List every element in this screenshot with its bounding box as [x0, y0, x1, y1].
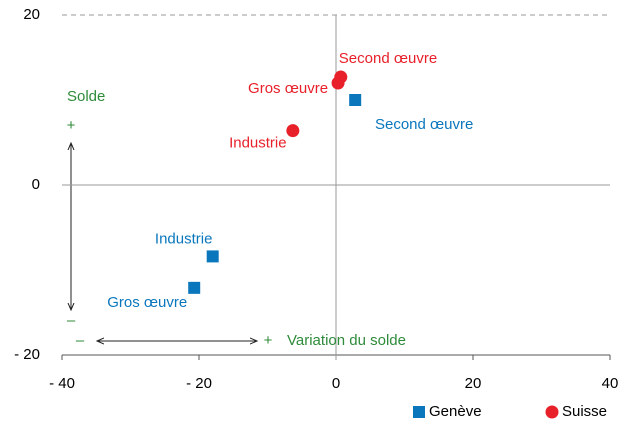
annotation: –: [67, 312, 76, 329]
x-tick-label: - 20: [186, 375, 212, 392]
legend-marker: [413, 406, 425, 418]
point: [349, 94, 362, 106]
point: [188, 281, 201, 294]
x-tick-label: 40: [602, 375, 619, 392]
x-tick-label: 20: [465, 375, 482, 392]
point-label: Industrie: [229, 135, 287, 152]
point-label: Gros œuvre: [107, 294, 187, 311]
point-label: Industrie: [155, 230, 213, 247]
legend-marker: [545, 405, 559, 419]
point-label: Second œuvre: [375, 116, 473, 133]
x-tick-label: 0: [332, 375, 340, 392]
x-tick-label: - 40: [49, 375, 75, 392]
annotation: Solde: [67, 88, 105, 105]
annotation: +: [264, 332, 273, 349]
point-label: Gros œuvre: [248, 80, 328, 97]
y-tick-label: 0: [32, 176, 40, 193]
legend-label: Genève: [429, 403, 482, 420]
y-tick-label: 20: [23, 6, 40, 23]
point: [286, 124, 300, 138]
y-tick-label: - 20: [14, 346, 40, 363]
annotation: Variation du solde: [287, 332, 406, 349]
legend-label: Suisse: [562, 403, 607, 420]
point: [206, 250, 219, 263]
point: [334, 70, 348, 84]
annotation: +: [67, 117, 76, 134]
annotation: –: [76, 332, 85, 349]
point-label: Second œuvre: [339, 50, 437, 67]
